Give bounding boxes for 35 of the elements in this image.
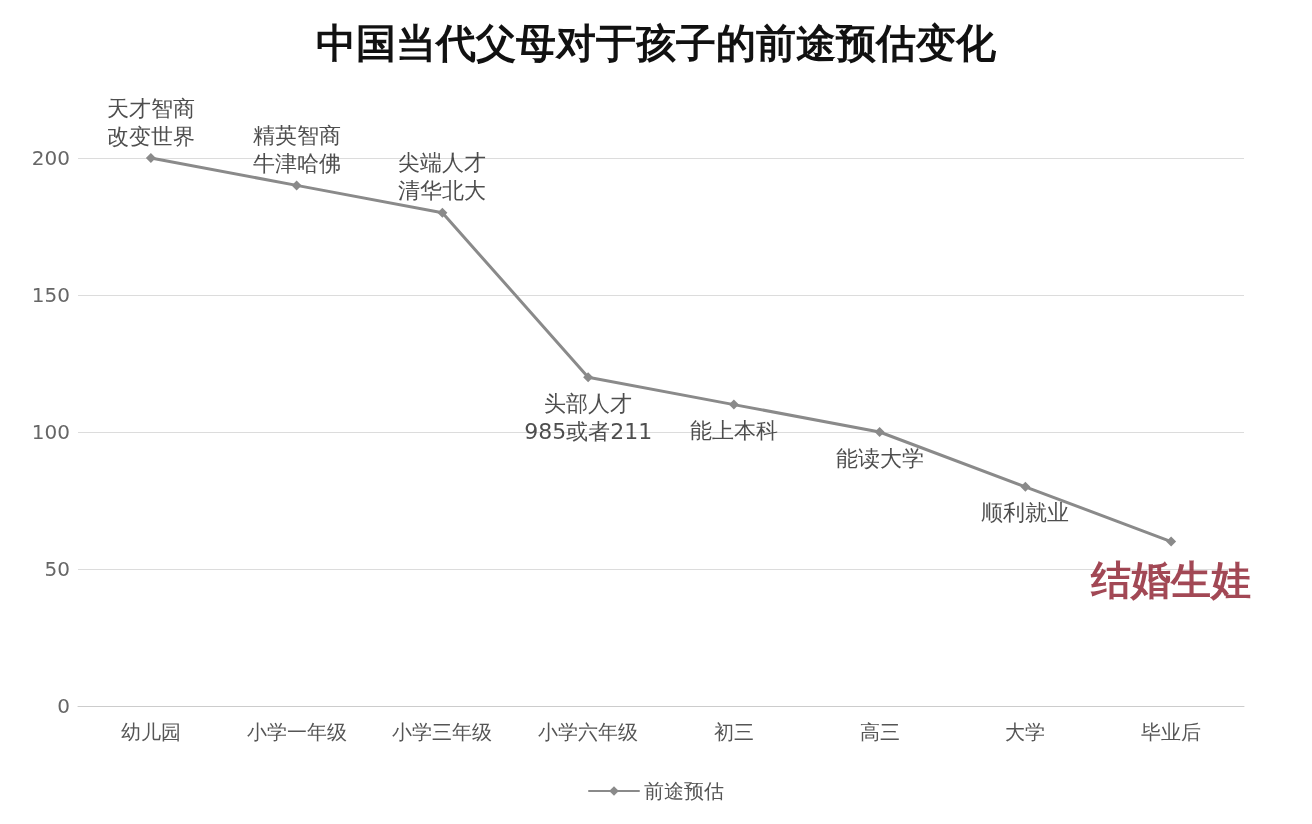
legend-label: 前途预估: [644, 779, 724, 803]
x-tick-label: 毕业后: [1141, 720, 1202, 744]
annotation: 改变世界: [106, 123, 195, 149]
annotation: 清华北大: [398, 178, 487, 204]
point: [1166, 536, 1177, 547]
annotation: 结婚生娃: [1090, 556, 1252, 603]
annotation: 顺利就业: [981, 500, 1070, 526]
point: [874, 427, 885, 437]
annotation: 精英智商: [252, 122, 341, 148]
x-tick-label: 幼儿园: [120, 720, 181, 744]
x-tick-label: 小学三年级: [392, 720, 493, 744]
point: [145, 153, 156, 163]
point: [728, 399, 739, 410]
y-tick-label: 150: [31, 283, 70, 307]
point: [437, 207, 448, 218]
point: [583, 372, 594, 383]
chart-title: 中国当代父母对于孩子的前途预估变化: [316, 20, 997, 66]
y-tick-label: 50: [44, 557, 70, 581]
annotation: 头部人才: [544, 390, 633, 416]
annotation: 能上本科: [689, 418, 778, 444]
y-tick-label: 200: [31, 146, 70, 170]
x-tick-label: 高三: [859, 720, 900, 744]
annotation: 985或者211: [524, 418, 653, 444]
x-tick-label: 初三: [713, 720, 754, 744]
point: [1020, 481, 1031, 492]
y-tick-label: 0: [57, 694, 70, 718]
annotation: 天才智商: [106, 95, 195, 121]
annotation: 牛津哈佛: [252, 150, 341, 176]
annotation: 尖端人才: [398, 150, 487, 176]
annotation: 能读大学: [835, 445, 924, 471]
x-tick-label: 大学: [1005, 720, 1046, 744]
x-tick-label: 小学六年级: [538, 720, 639, 744]
y-tick-label: 100: [31, 420, 70, 444]
point: [291, 180, 302, 191]
x-tick-label: 小学一年级: [246, 720, 347, 744]
